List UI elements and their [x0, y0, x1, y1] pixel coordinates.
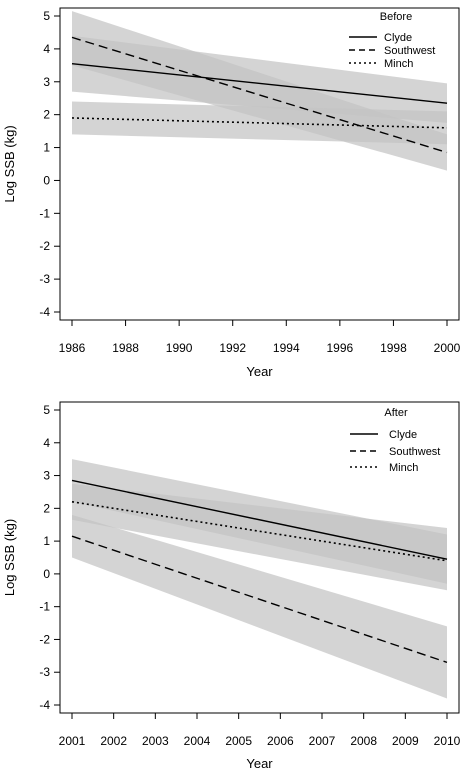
x-tick-label: 2004: [184, 734, 211, 748]
y-tick-label: -2: [39, 239, 50, 253]
series-line-southwest: [71, 36, 448, 154]
ci-band-southwest: [72, 514, 447, 699]
x-tick-label: 1986: [59, 341, 86, 355]
x-tick-label: 2010: [434, 734, 461, 748]
legend-label-minch: Minch: [384, 58, 413, 70]
x-tick-label: 1988: [112, 341, 139, 355]
y-tick-label: 3: [43, 469, 50, 483]
x-axis-title: Year: [246, 756, 273, 769]
y-tick-label: 5: [43, 9, 50, 23]
legend-label-minch: Minch: [389, 462, 418, 474]
x-tick-label: 2009: [392, 734, 419, 748]
x-tick-label: 2003: [142, 734, 169, 748]
y-tick-label: -3: [39, 272, 50, 286]
legend-title: Before: [380, 11, 412, 23]
y-tick-label: 5: [43, 403, 50, 417]
ci-band-minch: [72, 483, 447, 591]
x-tick-label: 2001: [59, 734, 86, 748]
x-tick-label: 1996: [327, 341, 354, 355]
series-line-southwest: [71, 535, 448, 664]
y-tick-label: -2: [39, 632, 50, 646]
x-tick-label: 2007: [309, 734, 336, 748]
x-tick-label: 1994: [273, 341, 300, 355]
chart-panel-2: -4 -3 -2 -1 0 1 2 3 4 5 2001 2002 2003 2004 2005 2006 20…: [2, 401, 461, 769]
y-tick-label: 2: [43, 501, 50, 515]
series-line-clyde: [71, 479, 448, 560]
chart-panel-1: -4 -3 -2 -1 0 1 2 3 4 5 1986 1988 1990 1992 1994 1996 19…: [2, 7, 461, 379]
x-tick-label: 2006: [267, 734, 294, 748]
legend-label-clyde: Clyde: [384, 32, 412, 44]
y-tick-label: 0: [43, 173, 50, 187]
y-tick-label: 2: [43, 108, 50, 122]
plot-frame: [59, 401, 460, 714]
y-tick-label: 1: [43, 141, 50, 155]
x-tick-label: 2008: [350, 734, 377, 748]
x-tick-label: 1992: [219, 341, 246, 355]
ci-band-minch: [72, 101, 447, 145]
y-tick-label: -1: [39, 600, 50, 614]
y-tick-label: -4: [39, 698, 50, 712]
legend-label-southwest: Southwest: [384, 45, 435, 57]
y-tick-label: 3: [43, 75, 50, 89]
y-tick-label: 1: [43, 534, 50, 548]
x-tick-label: 2002: [100, 734, 127, 748]
x-tick-label: 2000: [434, 341, 461, 355]
y-tick-label: -4: [39, 305, 50, 319]
series-line-clyde: [71, 62, 448, 104]
y-tick-label: 0: [43, 567, 50, 581]
x-axis-title: Year: [246, 364, 273, 379]
y-tick-label: 4: [43, 436, 50, 450]
x-tick-label: 1990: [166, 341, 193, 355]
y-tick-label: 4: [43, 42, 50, 56]
y-tick-label: -1: [39, 206, 50, 220]
legend-label-southwest: Southwest: [389, 446, 440, 458]
y-axis-title: Log SSB (kg): [2, 519, 17, 596]
x-tick-label: 2005: [225, 734, 252, 748]
legend: After Clyde Southwest Minch: [350, 407, 440, 474]
y-tick-label: -3: [39, 665, 50, 679]
y-axis-title: Log SSB (kg): [2, 125, 17, 202]
x-tick-label: 1998: [380, 341, 407, 355]
plot-frame: [59, 7, 460, 321]
series-line-minch: [71, 500, 448, 562]
legend-label-clyde: Clyde: [389, 429, 417, 441]
legend-title: After: [384, 407, 408, 419]
